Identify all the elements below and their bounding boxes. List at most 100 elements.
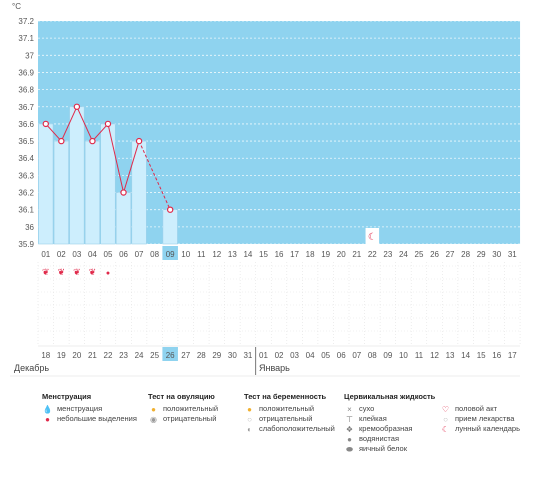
moon-icon: ☾ — [368, 232, 377, 243]
y-tick-label: 36.6 — [18, 120, 34, 129]
series-line — [60, 106, 78, 142]
cycle-day-label: 04 — [88, 250, 97, 259]
legend-group-menstruation: Менструация 💧 менструация ● небольшие выде… — [42, 390, 137, 424]
legend-item: ● водянистая — [344, 434, 435, 444]
bar — [69, 106, 85, 245]
watery-icon: ● — [347, 434, 352, 444]
calendar-date-label: 11 — [415, 351, 424, 360]
heart-icon: ♡ — [441, 404, 450, 414]
legend-group-cervical: Цервикальная жидкость × сухо ⊤ клейкая ❖ кр… — [344, 390, 435, 454]
calendar-date-label: 09 — [383, 351, 392, 360]
cycle-day-label: 25 — [415, 250, 424, 259]
legend-item: ⊤ клейкая — [344, 414, 435, 424]
calendar-date-label: 26 — [166, 351, 175, 360]
cycle-day-label: 03 — [72, 250, 81, 259]
negative-test-icon: ○ — [247, 414, 252, 424]
series-line-dashed — [138, 140, 171, 210]
legend-item: × сухо — [344, 404, 435, 414]
menstruation-icon: ❦ — [89, 267, 97, 277]
y-tick-label: 36.4 — [18, 154, 34, 163]
calendar-date-label: 10 — [399, 351, 408, 360]
calendar-date-label: 14 — [461, 351, 470, 360]
calendar-date-label: 18 — [41, 351, 50, 360]
egg-white-icon: ⬬ — [346, 444, 353, 454]
calendar-date-label: 13 — [446, 351, 455, 360]
bar — [53, 140, 69, 245]
weak-positive-test-icon: ◐ — [247, 424, 252, 434]
cycle-day-label: 16 — [275, 250, 284, 259]
calendar-date-label: 05 — [321, 351, 330, 360]
calendar-date-label: 06 — [337, 351, 346, 360]
y-tick-label: 36.1 — [18, 206, 34, 215]
cycle-day-label: 26 — [430, 250, 439, 259]
cycle-day-label: 19 — [321, 250, 330, 259]
today-highlight — [162, 246, 178, 260]
cycle-day-label: 20 — [337, 250, 346, 259]
legend-item: ○ прием лекарства — [440, 414, 520, 424]
data-point — [120, 189, 127, 196]
y-tick-label: 37 — [25, 51, 34, 60]
legend-title: Тест на овуляцию — [148, 392, 215, 401]
legend-item: ○ отрицательный — [244, 414, 335, 424]
legend-group-other: ♡ половой акт ○ прием лекарства ☾ лунный ка… — [440, 390, 520, 434]
cycle-day-label: 12 — [212, 250, 221, 259]
temperature-chart: °C ☾ 37.2 37.1 37 36.9 36.8 36.7 36.6 36.5 36.4 3… — [10, 2, 521, 377]
y-tick-label: 36.5 — [18, 137, 34, 146]
legend-title: Цервикальная жидкость — [344, 392, 436, 401]
calendar-date-label: 23 — [119, 351, 128, 360]
legend-group-ovulation: Тест на овуляцию ● положительный ◉ отрицат… — [148, 390, 218, 424]
y-tick-label: 36.8 — [18, 86, 34, 95]
cycle-day-label: 28 — [461, 250, 470, 259]
y-tick-label: 37.2 — [18, 17, 34, 26]
cycle-day-label: 02 — [57, 250, 66, 259]
cycle-day-label: 05 — [104, 250, 113, 259]
calendar-date-label: 20 — [72, 351, 81, 360]
bar — [38, 123, 54, 245]
y-tick-label: 36.3 — [18, 171, 34, 180]
data-point — [58, 137, 65, 145]
calendar-date-label: 25 — [150, 351, 159, 360]
bar — [84, 140, 101, 245]
menstruation-icon: 💧 — [42, 404, 53, 414]
data-point — [89, 137, 96, 145]
legend-item: ● положительный — [148, 404, 218, 414]
cycle-day-label: 30 — [492, 250, 501, 259]
menstruation-icon: ❦ — [58, 267, 66, 277]
calendar-date-label: 01 — [259, 351, 268, 360]
series-line — [92, 123, 109, 142]
legend-item: 💧 менструация — [42, 404, 103, 414]
bar — [115, 192, 132, 245]
cycle-day-label: 07 — [135, 250, 144, 259]
creamy-icon: ❖ — [345, 424, 354, 434]
legend-title: Менструация — [42, 392, 92, 401]
cycle-day-label: 31 — [508, 250, 517, 259]
data-point — [73, 103, 81, 110]
legend-item: ⬬ яичный белок — [344, 444, 435, 454]
sticky-icon: ⊤ — [346, 414, 353, 424]
legend: Менструация 💧 менструация ● небольшие выде… — [0, 390, 550, 478]
y-tick-label: 35.9 — [18, 240, 34, 249]
y-tick-label: 36 — [25, 223, 34, 232]
cycle-day-label: 17 — [290, 250, 299, 259]
calendar-date-label: 03 — [290, 351, 299, 360]
cycle-day-label: 29 — [477, 250, 486, 259]
cycle-day-label: 27 — [446, 250, 455, 259]
month-label-december: Декабрь — [14, 363, 49, 373]
pill-icon: ○ — [443, 414, 448, 424]
series-line — [123, 140, 140, 193]
series-line — [107, 123, 125, 193]
calendar-date-label: 28 — [197, 351, 206, 360]
menstruation-icon: ❦ — [73, 267, 81, 277]
y-tick-label: 36.2 — [18, 189, 34, 198]
legend-item: ◉ отрицательный — [150, 414, 217, 424]
drop-icon: ● — [106, 270, 110, 277]
bar — [100, 123, 116, 245]
calendar-date-label: 17 — [508, 351, 517, 360]
series-line — [45, 123, 62, 142]
legend-item: ● небольшие выделения — [42, 414, 137, 424]
cycle-day-label: 10 — [181, 250, 190, 259]
cycle-day-label: 01 — [41, 250, 50, 259]
y-tick-label: 36.9 — [18, 68, 34, 77]
positive-test-icon: ● — [247, 404, 252, 414]
calendar-date-label: 31 — [243, 351, 252, 360]
